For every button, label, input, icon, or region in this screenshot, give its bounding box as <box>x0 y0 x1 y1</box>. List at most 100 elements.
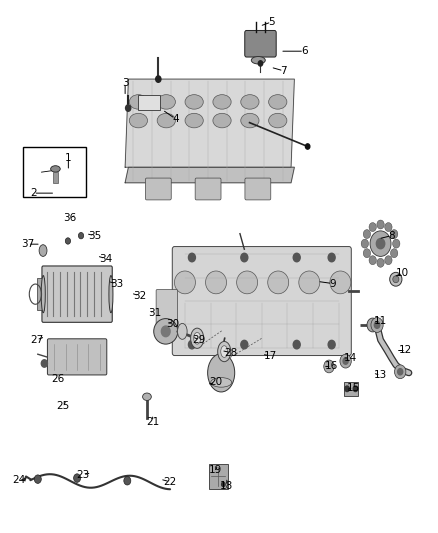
Text: 2: 2 <box>30 188 37 198</box>
Ellipse shape <box>129 95 148 109</box>
Text: 5: 5 <box>268 17 275 27</box>
Ellipse shape <box>208 354 235 392</box>
Ellipse shape <box>185 95 203 109</box>
FancyBboxPatch shape <box>42 266 112 322</box>
Ellipse shape <box>205 271 226 294</box>
Text: 15: 15 <box>347 383 360 393</box>
FancyBboxPatch shape <box>245 30 276 57</box>
Ellipse shape <box>185 114 203 128</box>
Circle shape <box>293 253 300 262</box>
Circle shape <box>126 105 131 111</box>
Text: 16: 16 <box>325 361 338 372</box>
Text: 7: 7 <box>280 66 287 76</box>
Bar <box>138 95 160 110</box>
Polygon shape <box>125 167 294 183</box>
Text: 4: 4 <box>172 114 179 124</box>
Text: 22: 22 <box>163 477 177 487</box>
FancyBboxPatch shape <box>145 178 171 200</box>
Circle shape <box>345 386 350 392</box>
Circle shape <box>369 256 376 265</box>
Text: 26: 26 <box>52 374 65 384</box>
Ellipse shape <box>39 245 47 256</box>
Ellipse shape <box>51 166 60 172</box>
Circle shape <box>371 318 383 333</box>
Ellipse shape <box>237 271 258 294</box>
Circle shape <box>377 259 384 267</box>
Text: 6: 6 <box>301 46 307 56</box>
Circle shape <box>74 474 81 482</box>
Circle shape <box>124 477 131 485</box>
Text: 14: 14 <box>343 353 357 363</box>
Circle shape <box>395 365 406 378</box>
Ellipse shape <box>221 346 228 358</box>
Ellipse shape <box>194 333 201 344</box>
Bar <box>37 278 44 310</box>
Text: 8: 8 <box>388 231 395 241</box>
Circle shape <box>328 341 335 349</box>
Circle shape <box>377 220 384 229</box>
Text: 23: 23 <box>76 470 89 480</box>
Circle shape <box>188 253 195 262</box>
Text: 11: 11 <box>374 316 387 326</box>
Circle shape <box>328 253 335 262</box>
Ellipse shape <box>241 114 259 128</box>
FancyBboxPatch shape <box>195 178 221 200</box>
Circle shape <box>370 231 391 256</box>
Circle shape <box>188 341 195 349</box>
Ellipse shape <box>241 95 259 109</box>
Circle shape <box>363 249 371 257</box>
Circle shape <box>34 475 41 483</box>
FancyBboxPatch shape <box>208 464 228 489</box>
Circle shape <box>305 144 310 149</box>
Text: 1: 1 <box>65 152 72 163</box>
Ellipse shape <box>393 276 399 282</box>
Ellipse shape <box>157 114 175 128</box>
Circle shape <box>343 358 348 364</box>
Circle shape <box>385 256 392 265</box>
Circle shape <box>222 482 225 487</box>
Circle shape <box>392 239 400 248</box>
Ellipse shape <box>390 272 402 286</box>
Ellipse shape <box>218 342 231 362</box>
Circle shape <box>385 223 392 231</box>
Ellipse shape <box>174 271 195 294</box>
Ellipse shape <box>268 271 289 294</box>
Ellipse shape <box>330 271 351 294</box>
Text: 29: 29 <box>193 335 206 345</box>
Circle shape <box>367 318 378 332</box>
Ellipse shape <box>41 276 45 313</box>
Text: 30: 30 <box>166 319 180 329</box>
Text: 18: 18 <box>220 481 233 490</box>
Circle shape <box>369 223 376 231</box>
Bar <box>53 172 58 183</box>
Text: 17: 17 <box>264 351 277 361</box>
Circle shape <box>361 239 368 248</box>
Ellipse shape <box>109 276 113 313</box>
Circle shape <box>391 230 398 239</box>
Circle shape <box>155 76 161 82</box>
Text: 13: 13 <box>374 370 387 381</box>
Circle shape <box>398 369 403 375</box>
Text: 24: 24 <box>12 475 26 485</box>
Text: 25: 25 <box>56 401 69 411</box>
Circle shape <box>340 354 351 368</box>
Ellipse shape <box>268 114 287 128</box>
Circle shape <box>374 321 380 328</box>
Text: 28: 28 <box>225 348 238 358</box>
Circle shape <box>363 230 371 239</box>
Circle shape <box>41 360 47 367</box>
Text: 32: 32 <box>133 290 146 301</box>
Text: 37: 37 <box>21 239 35 249</box>
Circle shape <box>161 326 170 337</box>
Text: 27: 27 <box>30 335 43 345</box>
FancyBboxPatch shape <box>245 178 271 200</box>
Text: 20: 20 <box>209 377 222 387</box>
Ellipse shape <box>268 95 287 109</box>
Ellipse shape <box>177 324 187 340</box>
Circle shape <box>353 386 358 392</box>
Text: 19: 19 <box>209 465 222 474</box>
Polygon shape <box>125 79 294 167</box>
Text: 10: 10 <box>396 268 409 278</box>
FancyBboxPatch shape <box>156 289 177 333</box>
Ellipse shape <box>191 328 204 349</box>
